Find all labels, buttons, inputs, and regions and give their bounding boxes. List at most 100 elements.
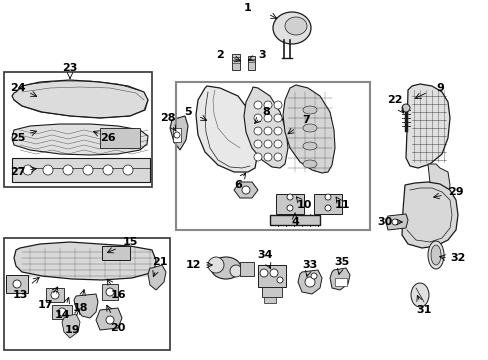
Circle shape [106, 316, 114, 324]
Text: 32: 32 [449, 253, 465, 263]
Text: 34: 34 [257, 250, 272, 260]
Text: 1: 1 [244, 3, 251, 13]
Text: 24: 24 [10, 83, 26, 93]
Text: 26: 26 [100, 133, 116, 143]
Text: 3: 3 [258, 50, 265, 60]
Circle shape [273, 127, 282, 135]
Circle shape [310, 273, 316, 279]
Bar [275, 194, 304, 214]
Text: 35: 35 [334, 257, 349, 267]
Circle shape [63, 165, 73, 175]
Text: 28: 28 [160, 113, 175, 123]
Polygon shape [405, 84, 449, 168]
Text: 20: 20 [110, 323, 125, 333]
Bar [52, 305, 72, 319]
Bar [313, 194, 341, 214]
Circle shape [253, 153, 262, 161]
Circle shape [253, 127, 262, 135]
Text: 19: 19 [64, 325, 80, 335]
Text: 18: 18 [72, 303, 87, 313]
Bar [173, 128, 181, 142]
Circle shape [325, 194, 330, 200]
Circle shape [260, 269, 267, 277]
Text: 10: 10 [296, 200, 311, 210]
Circle shape [391, 219, 397, 225]
Text: 14: 14 [54, 310, 70, 320]
Text: 33: 33 [302, 260, 317, 270]
Bar [46, 288, 64, 302]
Polygon shape [234, 182, 258, 198]
Circle shape [123, 165, 133, 175]
Polygon shape [62, 314, 80, 338]
Circle shape [13, 280, 21, 288]
Circle shape [253, 140, 262, 148]
Text: 31: 31 [415, 305, 431, 315]
Circle shape [273, 153, 282, 161]
Polygon shape [244, 87, 287, 168]
Circle shape [273, 114, 282, 122]
Circle shape [264, 114, 271, 122]
Circle shape [51, 291, 59, 299]
Circle shape [43, 165, 53, 175]
Circle shape [401, 104, 409, 112]
Circle shape [253, 114, 262, 122]
Circle shape [264, 101, 271, 109]
Circle shape [242, 186, 249, 194]
Bar [100, 128, 140, 148]
Bar [4, 72, 152, 187]
Ellipse shape [210, 257, 241, 279]
Circle shape [264, 153, 271, 161]
Circle shape [106, 288, 114, 296]
Polygon shape [297, 270, 321, 294]
Bar [240, 262, 253, 276]
Bar [334, 278, 346, 286]
Text: 13: 13 [12, 290, 28, 300]
Circle shape [229, 265, 242, 277]
Text: 29: 29 [447, 187, 463, 197]
Text: 2: 2 [216, 50, 224, 60]
Circle shape [273, 101, 282, 109]
Text: 23: 23 [62, 63, 78, 73]
Ellipse shape [303, 124, 316, 132]
Polygon shape [74, 294, 98, 318]
Text: 16: 16 [110, 290, 125, 300]
Text: 15: 15 [122, 237, 138, 247]
Text: 30: 30 [377, 217, 392, 227]
Text: 25: 25 [10, 133, 26, 143]
Text: 7: 7 [302, 115, 309, 125]
Circle shape [103, 165, 113, 175]
Ellipse shape [430, 245, 440, 265]
Circle shape [325, 205, 330, 211]
Bar [102, 284, 118, 300]
Polygon shape [401, 182, 457, 248]
Text: 4: 4 [290, 217, 298, 227]
Circle shape [253, 101, 262, 109]
Polygon shape [196, 86, 258, 172]
Polygon shape [14, 242, 156, 280]
Bar [176, 82, 369, 230]
Polygon shape [427, 164, 449, 205]
Bar [231, 54, 240, 70]
Bar [102, 246, 130, 260]
Text: 22: 22 [386, 95, 402, 105]
Polygon shape [12, 124, 148, 155]
Text: 17: 17 [37, 300, 53, 310]
Circle shape [269, 269, 278, 277]
Ellipse shape [285, 17, 306, 35]
Polygon shape [148, 265, 165, 290]
Circle shape [264, 127, 271, 135]
Ellipse shape [410, 283, 428, 307]
Text: 11: 11 [334, 200, 349, 210]
Text: 5: 5 [184, 107, 191, 117]
Ellipse shape [303, 106, 316, 114]
Polygon shape [12, 80, 148, 118]
Ellipse shape [303, 160, 316, 168]
Text: 6: 6 [234, 180, 242, 190]
Bar [12, 158, 150, 182]
Circle shape [174, 132, 180, 138]
Text: 21: 21 [152, 257, 167, 267]
Polygon shape [170, 116, 187, 150]
Circle shape [23, 165, 33, 175]
Text: 12: 12 [185, 260, 201, 270]
Bar [262, 287, 282, 297]
